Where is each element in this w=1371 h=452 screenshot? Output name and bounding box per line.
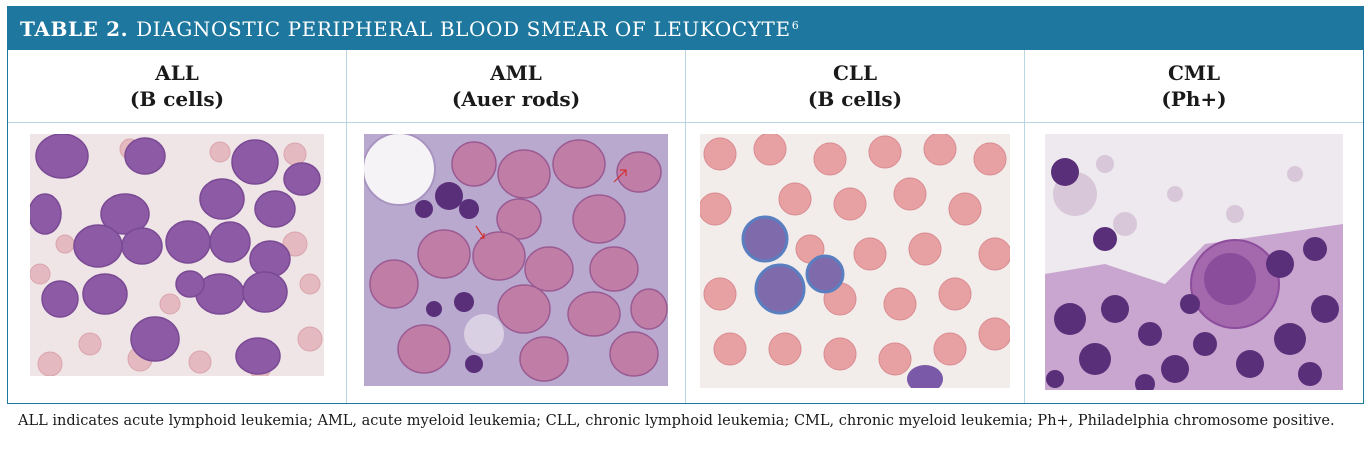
column-header-sub: (B cells) bbox=[807, 87, 903, 111]
table-title-bar: TABLE 2. DIAGNOSTIC PERIPHERAL BLOOD SME… bbox=[8, 7, 1363, 50]
column-header-name: ALL bbox=[155, 61, 199, 85]
table-grid: ALL (B cells) bbox=[8, 50, 1363, 403]
column-cml: CML (Ph+) bbox=[1024, 50, 1363, 403]
column-header-sub: (B cells) bbox=[129, 87, 225, 111]
reference-superscript: 6 bbox=[791, 19, 800, 32]
column-header: ALL (B cells) bbox=[8, 50, 346, 123]
column-header: CLL (B cells) bbox=[686, 50, 1024, 123]
cml-smear-image bbox=[1045, 134, 1343, 390]
column-header-name: AML bbox=[490, 61, 542, 85]
table-footnote: ALL indicates acute lymphoid leukemia; A… bbox=[18, 413, 1335, 429]
column-header-name: CML bbox=[1167, 61, 1221, 85]
table: TABLE 2. DIAGNOSTIC PERIPHERAL BLOOD SME… bbox=[7, 6, 1364, 404]
table-number: TABLE 2. bbox=[20, 16, 129, 41]
column-aml: AML (Auer rods) bbox=[346, 50, 685, 403]
aml-smear-image bbox=[364, 134, 668, 386]
cll-smear-image bbox=[700, 134, 1010, 388]
column-header-name: CLL bbox=[832, 61, 878, 85]
column-header: CML (Ph+) bbox=[1025, 50, 1363, 123]
column-header-sub: (Ph+) bbox=[1161, 87, 1227, 111]
column-cll: CLL (B cells) bbox=[685, 50, 1024, 403]
column-all: ALL (B cells) bbox=[8, 50, 346, 403]
all-smear-image bbox=[30, 134, 324, 376]
table-title: DIAGNOSTIC PERIPHERAL BLOOD SMEAR OF LEU… bbox=[136, 16, 791, 41]
column-header: AML (Auer rods) bbox=[347, 50, 685, 123]
column-header-sub: (Auer rods) bbox=[451, 87, 581, 111]
